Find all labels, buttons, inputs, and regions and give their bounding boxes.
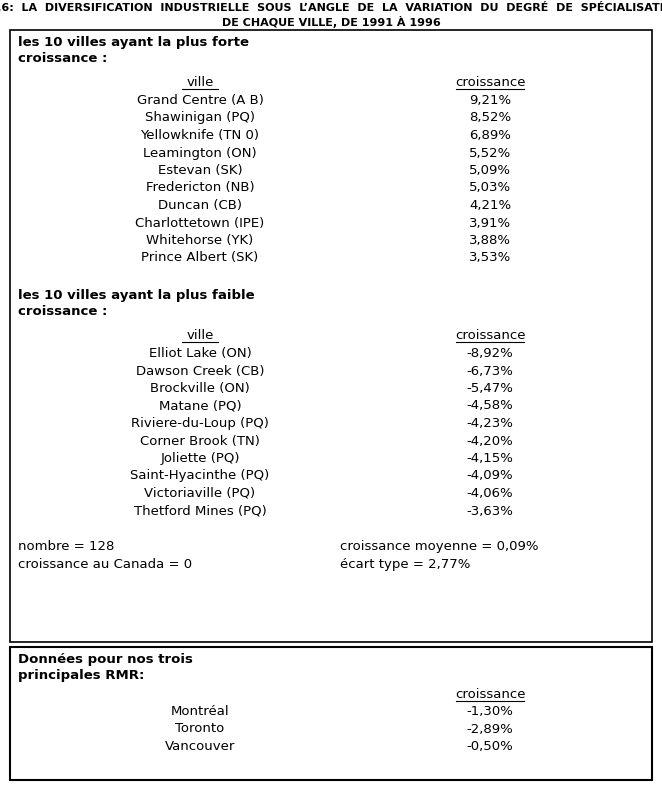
- Text: 5,09%: 5,09%: [469, 164, 511, 177]
- Text: croissance: croissance: [455, 329, 525, 342]
- Text: 5,52%: 5,52%: [469, 147, 511, 159]
- Text: 9,21%: 9,21%: [469, 94, 511, 107]
- Text: Fredericton (NB): Fredericton (NB): [146, 181, 254, 195]
- Text: DE CHAQUE VILLE, DE 1991 À 1996: DE CHAQUE VILLE, DE 1991 À 1996: [222, 16, 440, 28]
- Text: -3,63%: -3,63%: [467, 505, 514, 517]
- Text: Données pour nos trois: Données pour nos trois: [18, 653, 193, 666]
- Text: -2,89%: -2,89%: [467, 722, 513, 736]
- Text: 5,03%: 5,03%: [469, 181, 511, 195]
- Text: 3,53%: 3,53%: [469, 252, 511, 265]
- Text: Dawson Creek (CB): Dawson Creek (CB): [136, 364, 264, 378]
- Text: Grand Centre (A B): Grand Centre (A B): [136, 94, 263, 107]
- Text: croissance :: croissance :: [18, 305, 107, 318]
- Text: Riviere-du-Loup (PQ): Riviere-du-Loup (PQ): [131, 417, 269, 430]
- Text: principales RMR:: principales RMR:: [18, 669, 144, 682]
- Text: croissance au Canada = 0: croissance au Canada = 0: [18, 558, 192, 571]
- Text: croissance: croissance: [455, 76, 525, 89]
- Text: Toronto: Toronto: [175, 722, 224, 736]
- Text: Corner Brook (TN): Corner Brook (TN): [140, 435, 260, 447]
- Text: 6,89%: 6,89%: [469, 129, 511, 142]
- Text: Joliette (PQ): Joliette (PQ): [160, 452, 240, 465]
- Text: -4,15%: -4,15%: [467, 452, 514, 465]
- Text: -4,09%: -4,09%: [467, 470, 513, 482]
- Text: Shawinigan (PQ): Shawinigan (PQ): [145, 112, 255, 124]
- Text: Estevan (SK): Estevan (SK): [158, 164, 242, 177]
- Text: croissance: croissance: [455, 688, 525, 701]
- Text: croissance :: croissance :: [18, 52, 107, 65]
- Text: 4,21%: 4,21%: [469, 199, 511, 212]
- Text: -6,73%: -6,73%: [467, 364, 514, 378]
- Text: Thetford Mines (PQ): Thetford Mines (PQ): [134, 505, 266, 517]
- Text: ville: ville: [186, 76, 214, 89]
- Text: -8,92%: -8,92%: [467, 347, 513, 360]
- Text: -4,06%: -4,06%: [467, 487, 513, 500]
- Text: -5,47%: -5,47%: [467, 382, 514, 395]
- Text: -0,50%: -0,50%: [467, 740, 513, 753]
- Text: Vancouver: Vancouver: [165, 740, 235, 753]
- Text: TABLEAU  5.6:  LA  DIVERSIFICATION  INDUSTRIELLE  SOUS  L’ANGLE  DE  LA  VARIATI: TABLEAU 5.6: LA DIVERSIFICATION INDUSTRI…: [0, 3, 662, 13]
- Text: ville: ville: [186, 329, 214, 342]
- Text: les 10 villes ayant la plus faible: les 10 villes ayant la plus faible: [18, 289, 255, 302]
- Text: écart type = 2,77%: écart type = 2,77%: [340, 558, 471, 571]
- Text: Victoriaville (PQ): Victoriaville (PQ): [144, 487, 256, 500]
- Text: Charlottetown (IPE): Charlottetown (IPE): [135, 216, 265, 230]
- Text: Yellowknife (TN 0): Yellowknife (TN 0): [140, 129, 260, 142]
- Text: -4,58%: -4,58%: [467, 399, 513, 413]
- Text: 3,88%: 3,88%: [469, 234, 511, 247]
- Text: -4,23%: -4,23%: [467, 417, 514, 430]
- Text: -1,30%: -1,30%: [467, 705, 514, 718]
- Text: Prince Albert (SK): Prince Albert (SK): [142, 252, 259, 265]
- Bar: [10, 647, 652, 780]
- Text: 8,52%: 8,52%: [469, 112, 511, 124]
- Text: Brockville (ON): Brockville (ON): [150, 382, 250, 395]
- Text: les 10 villes ayant la plus forte: les 10 villes ayant la plus forte: [18, 36, 249, 49]
- Text: croissance moyenne = 0,09%: croissance moyenne = 0,09%: [340, 540, 538, 553]
- Text: Whitehorse (YK): Whitehorse (YK): [146, 234, 254, 247]
- Text: Leamington (ON): Leamington (ON): [143, 147, 257, 159]
- Bar: [10, 30, 652, 642]
- Text: 3,91%: 3,91%: [469, 216, 511, 230]
- Text: -4,20%: -4,20%: [467, 435, 513, 447]
- Text: nombre = 128: nombre = 128: [18, 540, 115, 553]
- Text: Duncan (CB): Duncan (CB): [158, 199, 242, 212]
- Text: Montréal: Montréal: [171, 705, 229, 718]
- Text: Matane (PQ): Matane (PQ): [159, 399, 242, 413]
- Text: Saint-Hyacinthe (PQ): Saint-Hyacinthe (PQ): [130, 470, 269, 482]
- Text: Elliot Lake (ON): Elliot Lake (ON): [149, 347, 252, 360]
